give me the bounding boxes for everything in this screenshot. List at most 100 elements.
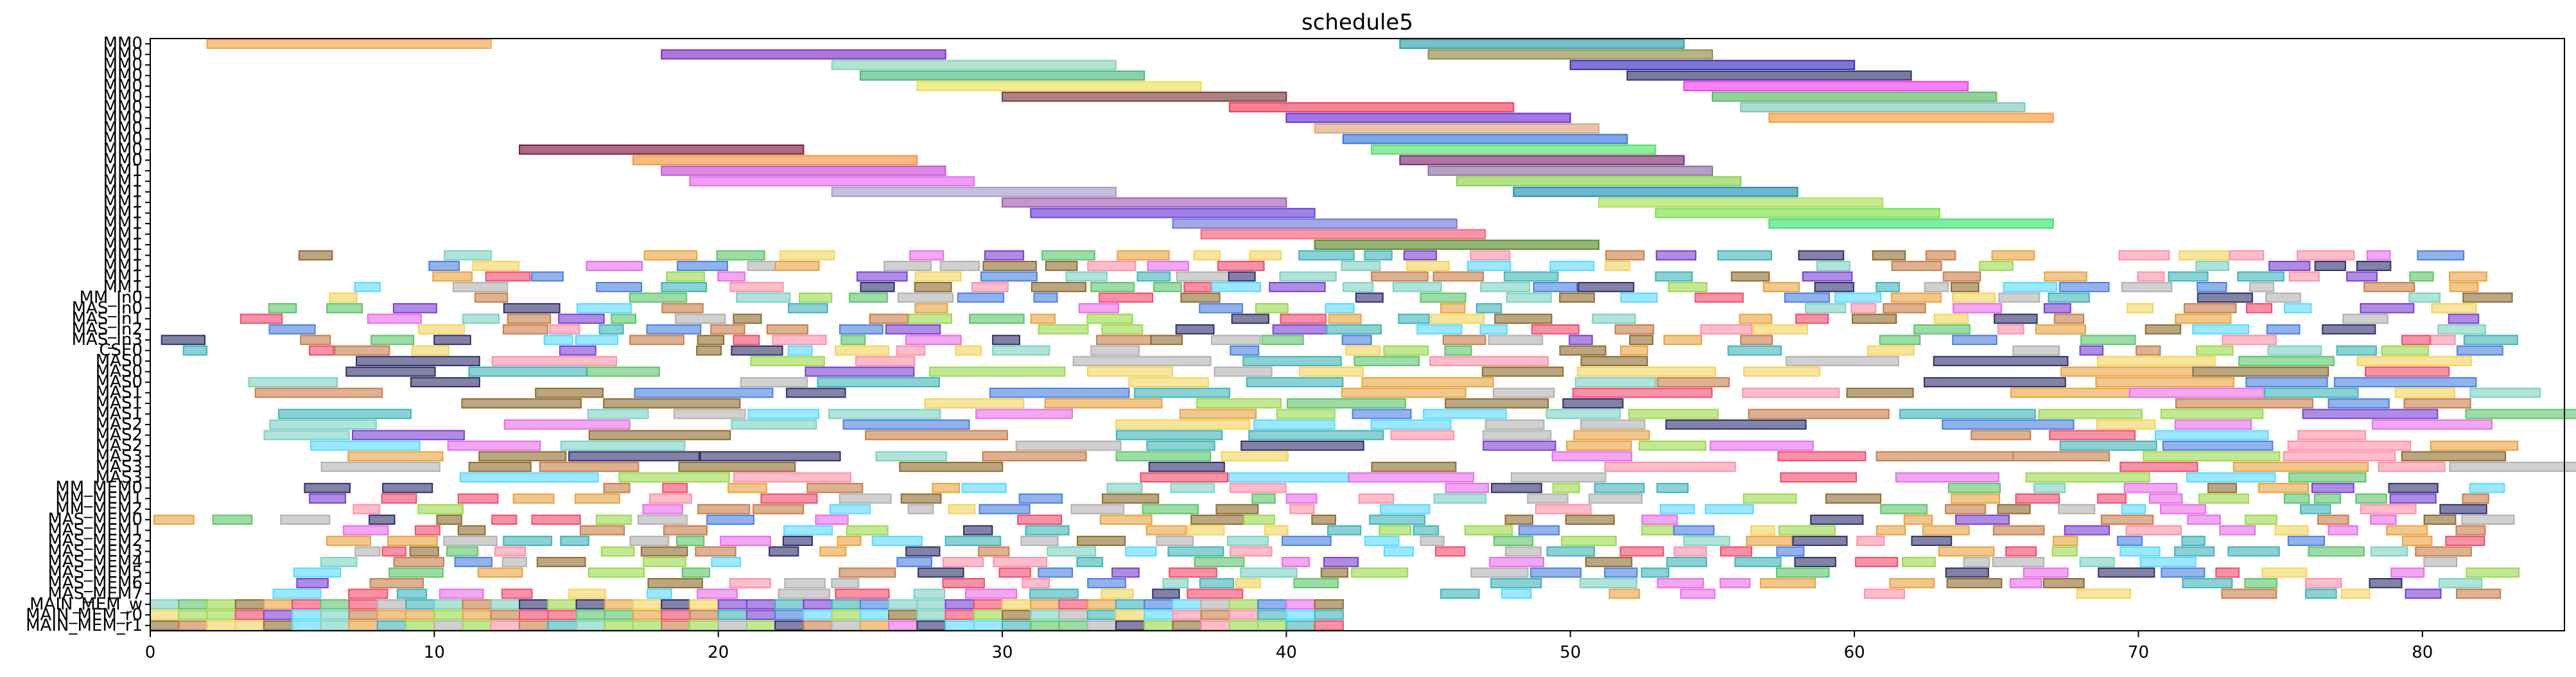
bar bbox=[1880, 504, 1928, 514]
bar bbox=[418, 324, 466, 335]
bar bbox=[587, 409, 649, 419]
bar bbox=[2449, 281, 2479, 292]
bar bbox=[1863, 588, 1906, 599]
bar bbox=[711, 557, 742, 567]
bar bbox=[2388, 482, 2439, 493]
bar bbox=[1442, 335, 1486, 346]
bar bbox=[2430, 440, 2519, 451]
bar bbox=[1190, 514, 1245, 525]
bar bbox=[2229, 250, 2265, 261]
bar bbox=[2076, 588, 2132, 599]
y-tick-label: MAS0 bbox=[96, 362, 143, 382]
bar bbox=[1148, 461, 1225, 472]
bar bbox=[1752, 324, 1809, 335]
bar bbox=[2145, 324, 2182, 335]
bar bbox=[957, 292, 1005, 303]
bar bbox=[1810, 514, 1864, 525]
bar bbox=[1466, 261, 1511, 271]
bar bbox=[531, 514, 581, 525]
bar bbox=[1351, 567, 1409, 578]
bar bbox=[760, 493, 818, 504]
bar bbox=[444, 250, 492, 261]
bar bbox=[1510, 472, 1606, 483]
bar bbox=[598, 324, 624, 335]
bar bbox=[1979, 261, 2014, 271]
bar bbox=[731, 345, 783, 356]
bar bbox=[839, 324, 883, 335]
bar bbox=[1276, 409, 1336, 419]
bar bbox=[2219, 525, 2256, 536]
bar bbox=[1991, 250, 2035, 261]
bar bbox=[2023, 567, 2069, 578]
bar bbox=[1031, 281, 1086, 292]
bar bbox=[2365, 366, 2450, 377]
bar bbox=[1580, 419, 1646, 430]
bar bbox=[1762, 281, 1800, 292]
bar bbox=[1327, 525, 1362, 536]
bar bbox=[1002, 197, 1287, 208]
bar bbox=[153, 514, 195, 525]
bar bbox=[695, 546, 736, 557]
bar bbox=[1768, 218, 2054, 229]
bar bbox=[491, 514, 518, 525]
bar bbox=[632, 620, 663, 631]
bar bbox=[1673, 525, 1715, 536]
bar bbox=[819, 546, 847, 557]
bar bbox=[1834, 292, 1882, 303]
bar bbox=[1361, 377, 1494, 388]
bar bbox=[1951, 281, 1980, 292]
bar bbox=[2469, 387, 2541, 398]
bar bbox=[1889, 577, 1935, 588]
bar bbox=[2466, 567, 2520, 578]
bar bbox=[1872, 250, 1906, 261]
bar bbox=[849, 292, 888, 303]
x-tick-label: 0 bbox=[145, 643, 156, 662]
bar bbox=[2182, 577, 2233, 588]
y-tick-label: MAS2 bbox=[96, 415, 143, 434]
bar bbox=[2469, 482, 2505, 493]
bar bbox=[1513, 186, 1798, 197]
bar bbox=[1420, 536, 1445, 546]
bar bbox=[293, 567, 342, 578]
bar bbox=[1608, 588, 1640, 599]
bar bbox=[1573, 430, 1650, 441]
bar bbox=[2079, 557, 2115, 567]
bar bbox=[1479, 324, 1508, 335]
bar bbox=[461, 398, 582, 409]
bar bbox=[519, 144, 805, 155]
bar bbox=[1546, 546, 1596, 557]
bar bbox=[161, 335, 206, 346]
bar bbox=[2244, 577, 2277, 588]
bar bbox=[1641, 525, 1675, 536]
bar bbox=[1683, 536, 1730, 546]
bar bbox=[2336, 345, 2377, 356]
bar bbox=[842, 419, 970, 430]
bar bbox=[1533, 281, 1578, 292]
bar bbox=[1162, 577, 1189, 588]
bar bbox=[1217, 261, 1265, 271]
bar bbox=[478, 451, 567, 462]
bar bbox=[733, 472, 851, 483]
y-tick-label: MAS_MEM6 bbox=[48, 574, 143, 593]
bar bbox=[788, 303, 828, 313]
bar bbox=[729, 577, 771, 588]
bar bbox=[2097, 493, 2127, 504]
bar bbox=[575, 599, 605, 610]
bar bbox=[1076, 557, 1104, 567]
bar bbox=[661, 620, 691, 631]
bar bbox=[1002, 599, 1032, 610]
bar bbox=[647, 577, 703, 588]
bar bbox=[586, 366, 660, 377]
bar bbox=[432, 271, 473, 282]
bar bbox=[1240, 440, 1364, 451]
bar bbox=[1875, 525, 1906, 536]
bar bbox=[1484, 419, 1545, 430]
bar bbox=[918, 567, 964, 578]
bar bbox=[2462, 493, 2489, 504]
bar bbox=[1030, 599, 1060, 610]
bar bbox=[1850, 303, 1877, 313]
bar bbox=[1739, 313, 1773, 324]
bar bbox=[1200, 229, 1486, 240]
bar bbox=[2174, 546, 2215, 557]
bar bbox=[1489, 557, 1544, 567]
